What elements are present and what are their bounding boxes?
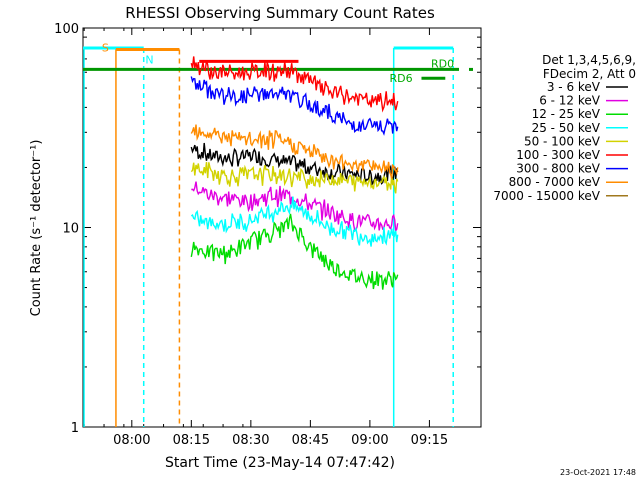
x-tick-label: 08:15: [173, 433, 210, 448]
orange-end-label: N: [145, 54, 153, 67]
legend-item-label: 12 - 25 keV: [532, 107, 601, 121]
y-axis-label: Count Rate (s⁻¹ detector⁻¹): [29, 140, 44, 317]
x-axis: 08:00 08:15 08:30 08:45 09:00 09:15: [83, 28, 448, 448]
legend-item-label: 7000 - 15000 keV: [493, 189, 600, 203]
y-tick-label: 1: [71, 421, 79, 436]
series-line: [190, 196, 399, 247]
footer-timestamp: 23-Oct-2021 17:48: [560, 468, 636, 477]
series-line: [190, 162, 399, 194]
series-line: [190, 124, 399, 179]
legend-item-label: 300 - 800 keV: [516, 162, 600, 176]
rd0-label: RD0: [431, 57, 454, 70]
legend-item-label: 25 - 50 keV: [532, 121, 601, 135]
chart-title: RHESSI Observing Summary Count Rates: [125, 4, 435, 22]
legend-item-label: 3 - 6 keV: [547, 80, 601, 94]
x-tick-label: 08:30: [232, 433, 269, 448]
y-axis: 1 10 100: [54, 22, 481, 436]
legend-item-label: 6 - 12 keV: [539, 94, 601, 108]
series-line: [190, 76, 399, 136]
legend-item-label: 100 - 300 keV: [516, 148, 600, 162]
series-line: [190, 213, 399, 290]
annotations-layer: S N RD0 RD6: [83, 42, 473, 427]
x-axis-label: Start Time (23-May-14 07:47:42): [165, 455, 395, 471]
legend-header-1: Det 1,3,4,5,6,9,: [542, 53, 636, 67]
rd6-label: RD6: [389, 72, 412, 85]
legend: Det 1,3,4,5,6,9,FDecim 2, Att 03 - 6 keV…: [493, 53, 636, 203]
y-tick-label: 10: [62, 222, 79, 237]
series-layer: [190, 56, 399, 290]
legend-header-2: FDecim 2, Att 0: [543, 67, 636, 81]
series-line: [190, 142, 399, 187]
series-line: [190, 56, 399, 113]
x-tick-label: 09:00: [351, 433, 388, 448]
y-tick-label: 100: [54, 22, 79, 37]
orange-start-label: S: [102, 42, 109, 55]
x-tick-label: 09:15: [411, 433, 448, 448]
legend-item-label: 800 - 7000 keV: [509, 175, 601, 189]
legend-item-label: 50 - 100 keV: [524, 134, 601, 148]
x-tick-label: 08:00: [113, 433, 150, 448]
x-tick-label: 08:45: [292, 433, 329, 448]
